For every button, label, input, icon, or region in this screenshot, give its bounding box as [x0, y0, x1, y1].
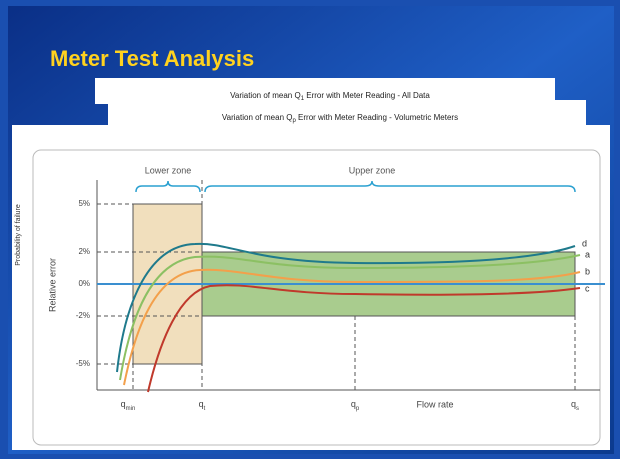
x-axis-label: Flow rate [416, 399, 453, 409]
curve-label: b [585, 266, 590, 276]
x-tick-label: qs [571, 399, 579, 411]
y-axis-label: Relative error [47, 258, 57, 312]
zone-label: Upper zone [349, 165, 396, 175]
x-tick-label: qmin [121, 399, 136, 411]
curve [123, 268, 581, 386]
y-tick-label: 5% [78, 199, 90, 208]
curve [116, 242, 576, 373]
y-tick-label: -2% [76, 311, 90, 320]
curve-label: c [585, 283, 590, 293]
side-label: Probability of failure [15, 204, 22, 266]
curve [147, 284, 581, 393]
curve [119, 254, 581, 381]
y-tick-label: 0% [78, 279, 90, 288]
card-title: Variation of mean Qp Error with Meter Re… [222, 113, 458, 123]
zone-label: Lower zone [145, 165, 192, 175]
brace [204, 180, 576, 193]
brace [135, 180, 201, 193]
curve-label: a [585, 249, 590, 259]
curve-label: d [582, 238, 587, 248]
slide-title: Meter Test Analysis [50, 46, 254, 71]
x-tick-label: qt [199, 399, 206, 411]
card [95, 78, 555, 104]
card-title: Variation of mean Q1 Error with Meter Re… [230, 91, 430, 101]
y-tick-label: -5% [76, 359, 90, 368]
card [108, 100, 586, 128]
y-tick-label: 2% [78, 247, 90, 256]
x-tick-label: qp [351, 399, 360, 411]
